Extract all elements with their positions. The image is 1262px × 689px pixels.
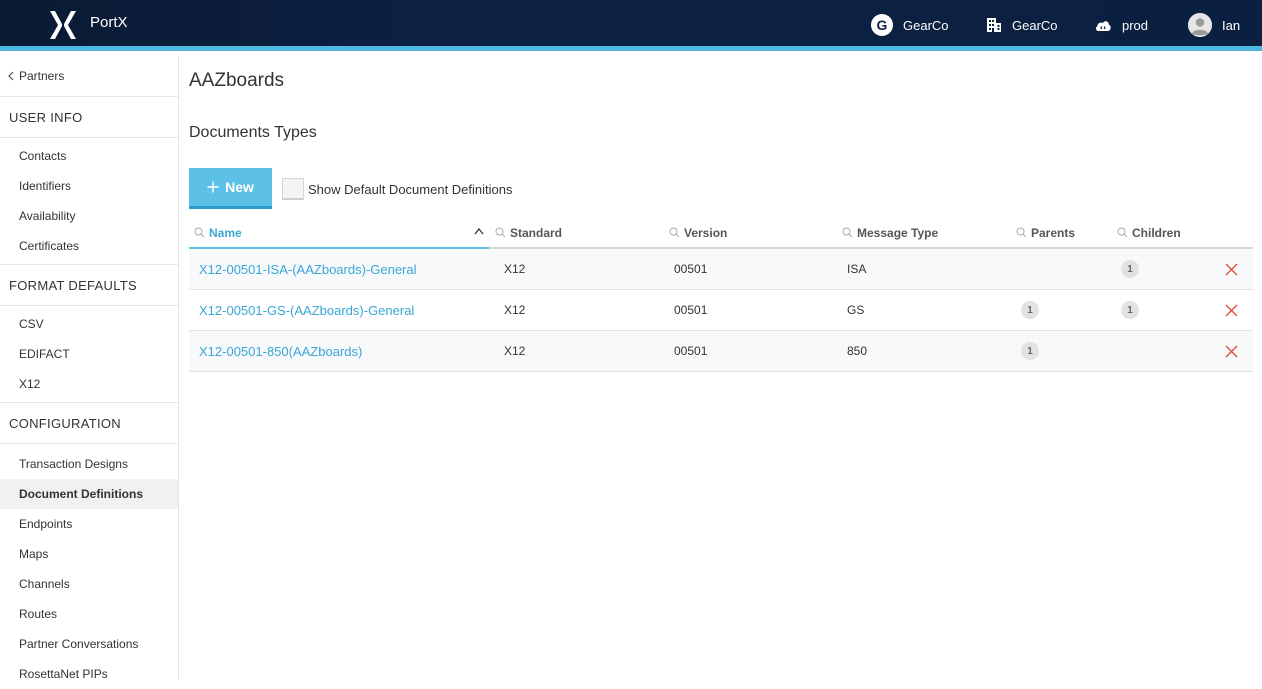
sidebar-item-endpoints[interactable]: Endpoints xyxy=(19,517,73,531)
sidebar-item-routes[interactable]: Routes xyxy=(19,607,58,621)
environment-label: prod xyxy=(1122,17,1149,33)
close-icon[interactable] xyxy=(1225,263,1238,276)
column-label: Message Type xyxy=(857,225,939,240)
column-label: Parents xyxy=(1031,225,1076,240)
sidebar: Partners USER INFO Contacts Identifiers … xyxy=(0,56,179,681)
user-avatar-icon xyxy=(1188,13,1212,37)
column-header-children[interactable]: Children xyxy=(1117,218,1181,247)
table-row[interactable]: X12-00501-ISA-(AAZboards)-General X12 00… xyxy=(189,249,1253,290)
column-header-parents[interactable]: Parents xyxy=(1016,218,1075,247)
column-label: Version xyxy=(684,225,728,240)
standard-cell: X12 xyxy=(504,344,526,358)
standard-cell: X12 xyxy=(504,262,526,276)
search-icon[interactable] xyxy=(495,227,506,238)
search-icon[interactable] xyxy=(669,227,680,238)
new-button-label: New xyxy=(225,179,254,195)
children-cell[interactable]: 1 xyxy=(1121,290,1139,330)
table-row[interactable]: X12-00501-GS-(AAZboards)-General X12 005… xyxy=(189,290,1253,331)
sidebar-item-certificates[interactable]: Certificates xyxy=(19,239,80,253)
section-user-info: USER INFO xyxy=(0,97,178,138)
org-switcher[interactable]: G GearCo xyxy=(871,12,949,38)
show-default-checkbox[interactable] xyxy=(282,178,304,200)
environment-switcher[interactable]: prod xyxy=(1094,12,1148,38)
search-icon[interactable] xyxy=(1117,227,1128,238)
document-name-link[interactable]: X12-00501-850(AAZboards) xyxy=(199,343,363,359)
company-label: GearCo xyxy=(1012,17,1058,33)
column-header-standard[interactable]: Standard xyxy=(495,218,562,247)
message-type-cell: ISA xyxy=(847,262,867,276)
children-cell[interactable]: 1 xyxy=(1121,249,1139,289)
version-cell: 00501 xyxy=(674,344,708,358)
portx-logo-icon[interactable] xyxy=(48,10,78,40)
brand-name[interactable]: PortX xyxy=(90,14,128,31)
message-type-cell: 850 xyxy=(847,344,868,358)
column-label: Children xyxy=(1132,225,1181,240)
column-header-version[interactable]: Version xyxy=(669,218,727,247)
sidebar-item-channels[interactable]: Channels xyxy=(19,577,70,591)
search-icon[interactable] xyxy=(194,227,205,238)
parents-cell[interactable]: 1 xyxy=(1021,331,1039,371)
sidebar-item-transaction-designs[interactable]: Transaction Designs xyxy=(19,457,128,471)
back-label: Partners xyxy=(19,69,65,83)
column-label: Standard xyxy=(510,225,563,240)
sidebar-item-edifact[interactable]: EDIFACT xyxy=(19,347,70,361)
configuration-items: Transaction Designs Document Definitions… xyxy=(0,444,178,689)
org-label: GearCo xyxy=(903,17,949,33)
top-header: PortX G GearCo GearCo prod Ian xyxy=(0,0,1262,51)
sort-up-icon[interactable] xyxy=(474,227,484,235)
sidebar-item-maps[interactable]: Maps xyxy=(19,547,49,561)
org-badge: G xyxy=(871,14,893,36)
user-menu[interactable]: Ian xyxy=(1188,12,1240,38)
standard-cell: X12 xyxy=(504,303,526,317)
document-name-link[interactable]: X12-00501-ISA-(AAZboards)-General xyxy=(199,261,417,277)
column-header-name[interactable]: Name xyxy=(194,218,242,247)
sidebar-item-rosettanet-pips[interactable]: RosettaNet PIPs xyxy=(19,667,108,681)
sidebar-item-x12[interactable]: X12 xyxy=(19,377,41,391)
close-icon[interactable] xyxy=(1225,345,1238,358)
document-name-link[interactable]: X12-00501-GS-(AAZboards)-General xyxy=(199,302,415,318)
company-switcher[interactable]: GearCo xyxy=(986,12,1058,38)
children-count-badge[interactable]: 1 xyxy=(1121,301,1139,319)
column-header-message-type[interactable]: Message Type xyxy=(842,218,938,247)
plus-icon xyxy=(207,181,219,193)
sidebar-item-document-definitions[interactable]: Document Definitions xyxy=(0,479,178,509)
version-cell: 00501 xyxy=(674,262,708,276)
close-icon[interactable] xyxy=(1225,304,1238,317)
table-header: Name Standard Version Message Type Paren… xyxy=(189,218,1253,250)
sidebar-item-contacts[interactable]: Contacts xyxy=(19,149,67,163)
version-cell: 00501 xyxy=(674,303,708,317)
table-row[interactable]: X12-00501-850(AAZboards) X12 00501 850 1 xyxy=(189,331,1253,372)
section-configuration: CONFIGURATION xyxy=(0,403,178,444)
back-to-partners-link[interactable]: Partners xyxy=(0,56,178,97)
section-format-defaults: FORMAT DEFAULTS xyxy=(0,265,178,306)
user-info-items: Contacts Identifiers Availability Certif… xyxy=(0,138,178,265)
document-types-table: Name Standard Version Message Type Paren… xyxy=(189,218,1253,372)
sidebar-item-partner-conversations[interactable]: Partner Conversations xyxy=(19,637,139,651)
sidebar-item-availability[interactable]: Availability xyxy=(19,209,76,223)
parents-count-badge[interactable]: 1 xyxy=(1021,342,1039,360)
new-button[interactable]: New xyxy=(189,168,272,209)
sort-indicator xyxy=(189,247,489,250)
search-icon[interactable] xyxy=(1016,227,1027,238)
column-label: Name xyxy=(209,225,242,240)
page-title: AAZboards xyxy=(189,70,285,91)
cloud-icon xyxy=(1095,21,1111,31)
sidebar-item-identifiers[interactable]: Identifiers xyxy=(19,179,72,193)
parents-count-badge[interactable]: 1 xyxy=(1021,301,1039,319)
search-icon[interactable] xyxy=(842,227,853,238)
show-default-label: Show Default Document Definitions xyxy=(308,181,513,197)
children-count-badge[interactable]: 1 xyxy=(1121,260,1139,278)
parents-cell[interactable]: 1 xyxy=(1021,290,1039,330)
building-icon xyxy=(987,18,1001,32)
message-type-cell: GS xyxy=(847,303,865,317)
format-defaults-items: CSV EDIFACT X12 xyxy=(0,306,178,403)
chevron-left-icon xyxy=(8,71,14,81)
sidebar-item-csv[interactable]: CSV xyxy=(19,317,44,331)
user-label: Ian xyxy=(1222,17,1241,33)
show-default-toggle[interactable]: Show Default Document Definitions xyxy=(282,178,513,200)
section-title: Documents Types xyxy=(189,124,317,141)
